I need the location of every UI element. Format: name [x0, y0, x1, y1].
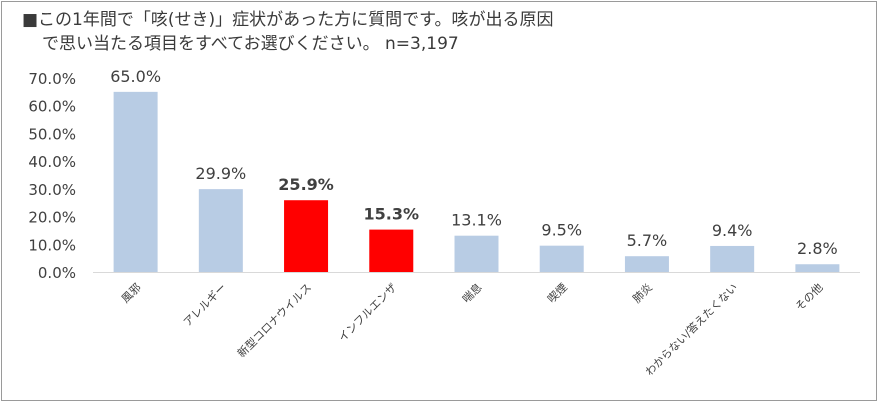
x-tick-label: 喫煙: [545, 281, 570, 306]
y-tick-label: 0.0%: [38, 264, 76, 282]
data-label: 29.9%: [195, 164, 246, 183]
data-label: 13.1%: [451, 211, 502, 230]
x-tick-label: 新型コロナウイルス: [234, 280, 314, 360]
bar: [795, 264, 840, 272]
data-label: 15.3%: [364, 205, 420, 224]
data-label: 9.4%: [712, 221, 753, 240]
x-tick-label: 風邪: [119, 281, 144, 306]
bar: [369, 229, 414, 272]
x-tick-label: 肺炎: [630, 281, 655, 306]
title-line-1: ■この1年間で「咳(せき)」症状があった方に質問です。咳が出る原因: [22, 10, 554, 30]
bar: [284, 200, 329, 272]
bar: [710, 245, 755, 272]
data-label: 2.8%: [797, 239, 838, 258]
y-tick-label: 30.0%: [28, 181, 76, 199]
x-tick-label: 喘息: [459, 280, 484, 305]
data-label: 65.0%: [110, 67, 161, 86]
title-line-2: で思い当たる項目をすべてお選びください。 n=3,197: [42, 34, 459, 54]
bar: [113, 91, 158, 272]
data-label: 5.7%: [627, 231, 668, 250]
bar: [198, 189, 243, 272]
bar: [454, 235, 499, 272]
data-label: 9.5%: [541, 221, 582, 240]
bar: [624, 256, 669, 272]
y-tick-label: 60.0%: [28, 98, 76, 116]
data-label: 25.9%: [278, 175, 334, 194]
y-tick-label: 50.0%: [28, 125, 76, 143]
y-tick-label: 10.0%: [28, 236, 76, 254]
y-tick-label: 70.0%: [28, 70, 76, 88]
x-tick-label: アレルギー: [181, 281, 229, 329]
y-tick-label: 20.0%: [28, 209, 76, 227]
y-tick-label: 40.0%: [28, 153, 76, 171]
x-tick-label: その他: [793, 281, 826, 314]
chart-title: ■この1年間で「咳(せき)」症状があった方に質問です。咳が出る原因 で思い当たる…: [22, 8, 862, 56]
x-tick-label: インフルエンザ: [336, 281, 399, 344]
bar: [539, 245, 584, 272]
x-tick-label: わからない/答えたくない: [642, 280, 740, 378]
